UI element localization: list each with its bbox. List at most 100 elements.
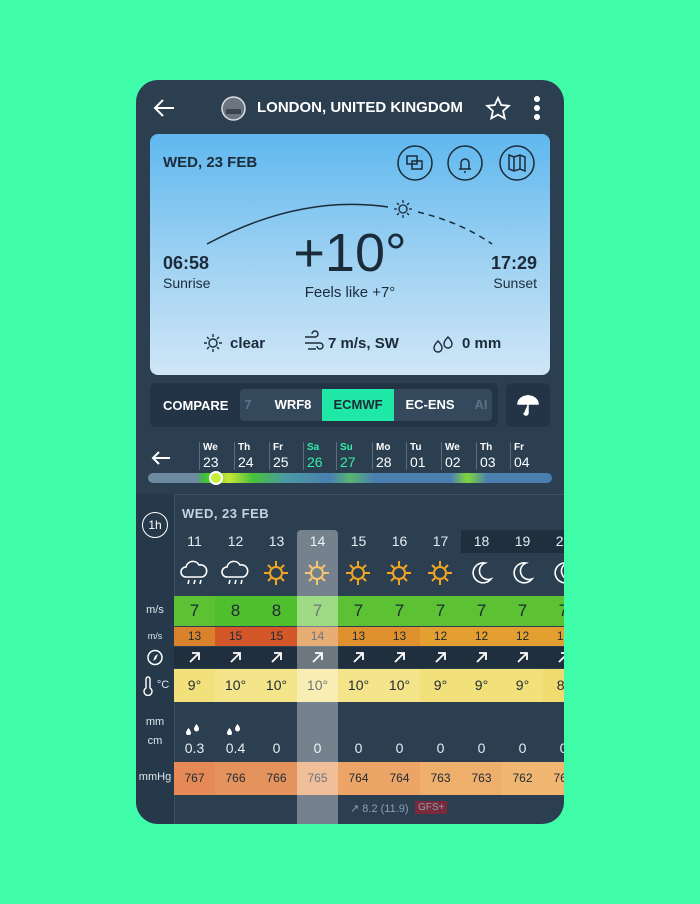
wind-direction [420,647,461,668]
gust-cell: 12 [543,627,564,646]
weekday[interactable]: Tu [410,442,422,453]
timeline-cursor[interactable] [208,470,224,486]
day-date[interactable]: 02 [445,454,461,470]
sunset-time: 17:29 [490,253,537,273]
forecast-table: 11 7 13 9° 0.3 767 12 8 15 10° 0.4 766 13 8 15 10° 0 766 1… [136,80,564,824]
weekday[interactable]: Th [480,442,493,453]
back-button[interactable] [152,98,176,118]
precipitation-cell: 0 [477,740,486,756]
day-separator [269,442,270,470]
wind-direction [174,647,215,668]
interval-button[interactable]: 1h [142,512,168,538]
wind-condition: 7 m/s, SW [328,335,399,352]
days-back[interactable] [150,450,172,466]
day-date[interactable]: 27 [340,454,356,470]
row-label: cm [147,735,163,747]
compass-icon [147,649,163,666]
pressure-cell: 767 [174,762,215,795]
umbrella-icon [517,395,539,416]
thermometer-icon [143,676,153,696]
hours-cell: 18 [473,533,490,549]
weekday[interactable]: Mo [376,442,391,453]
compare-label[interactable]: COMPARE [163,398,229,413]
day-date[interactable]: 04 [514,454,530,470]
day-separator [234,442,235,470]
wind-cell: 8 [215,596,256,626]
app-window: LONDON, UNITED KINGDOM WED, 23 FEB +10° … [136,80,564,824]
wind-cell: 7 [297,596,338,626]
precipitation-cell: 0 [559,740,564,756]
umbrella-button[interactable] [506,383,550,427]
day-date[interactable]: 03 [480,454,496,470]
weekday[interactable]: Sa [307,442,320,453]
hours-cell: 11 [187,533,202,549]
table-date: WED, 23 FEB [182,506,270,521]
hours-cell: 17 [432,533,449,549]
weekday[interactable]: Su [340,442,353,453]
wind-direction [338,647,379,668]
wind-direction [215,647,256,668]
precipitation-cell: 0.4 [225,740,246,756]
pressure-cell: 763 [420,762,461,795]
precipitation-cell: 0.3 [184,740,205,756]
temp-cell: 8° [543,669,564,702]
pressure-cell: 765 [297,762,338,795]
row-label: mm [145,716,165,728]
wind-direction [379,647,420,668]
temp-cell: 9° [420,669,461,702]
temperature: +10° [293,223,407,283]
weekday[interactable]: Fr [273,442,283,453]
pressure-cell: 762 [543,762,564,795]
model-tab[interactable]: ECMWF [322,389,394,421]
hours-cell: 16 [391,533,408,549]
wind-cell: 7 [461,596,502,626]
day-date[interactable]: 24 [238,454,254,470]
city-avatar [221,96,246,121]
wind-cell: 7 [543,596,564,626]
model-tab[interactable]: 7 [244,397,252,412]
row-label: °C [156,679,170,691]
day-separator [372,442,373,470]
gust-cell: 15 [215,627,256,646]
model-tab[interactable]: WRF8 [274,397,312,412]
menu-button[interactable] [532,94,542,124]
hours-cell: 19 [514,533,531,549]
rain-icon [221,560,249,585]
day-separator [510,442,511,470]
day-timeline[interactable] [148,473,552,483]
row-label: m/s [146,604,164,616]
day-date[interactable]: 23 [203,454,219,470]
hours-cell: 13 [268,533,285,549]
wind-direction [256,647,297,668]
favorite-button[interactable] [485,96,511,122]
precipitation-condition: 0 mm [462,335,502,352]
pressure-cell: 764 [338,762,379,795]
weekday[interactable]: Fr [514,442,524,453]
weekday[interactable]: We [203,442,218,453]
weekday[interactable]: Th [238,442,251,453]
day-separator [406,442,407,470]
sunrise-time: 06:58 [163,253,210,273]
sun-icon [346,561,370,585]
wind-direction [297,647,338,668]
weekday[interactable]: We [445,442,460,453]
footer-wind: ↗ 8.2 (11.9) [350,803,409,815]
day-date[interactable]: 28 [376,454,392,470]
day-date[interactable]: 01 [410,454,426,470]
sunrise-label: Sunrise [163,275,211,291]
precipitation-cell: 0 [313,740,322,756]
day-separator [336,442,337,470]
temp-cell: 9° [461,669,502,702]
temp-cell: 10° [379,669,420,702]
temp-cell: 10° [256,669,297,702]
day-date[interactable]: 25 [273,454,289,470]
sunset-label: Sunset [493,275,537,291]
sky-condition: clear [230,335,266,352]
model-tabs: 7 WRF8 ECMWF EC-ENS AI [240,389,492,421]
gust-cell: 15 [256,627,297,646]
model-tab[interactable]: EC-ENS [405,397,455,412]
day-date[interactable]: 26 [307,454,323,470]
model-tab[interactable]: AI [474,397,488,412]
sun-icon [264,561,288,585]
day-separator [199,442,200,470]
